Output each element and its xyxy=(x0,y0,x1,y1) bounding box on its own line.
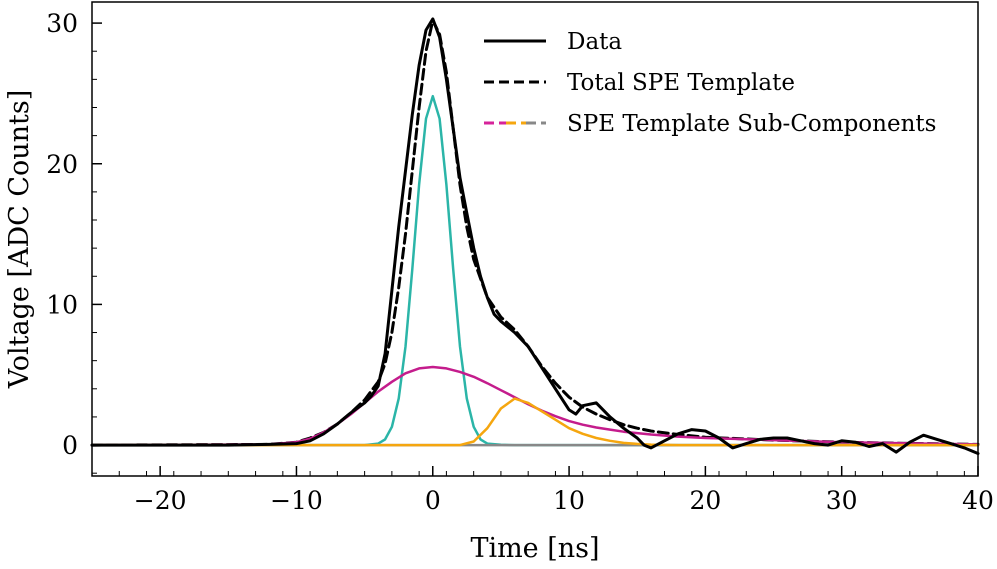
y-axis-label: Voltage [ADC Counts] xyxy=(4,90,35,390)
x-tick-label: −10 xyxy=(270,486,323,515)
ticks-layer: −20 −10 0 10 20 30 40 0 10 20 30 xyxy=(46,9,994,515)
legend: Data Total SPE Template SPE Template Sub… xyxy=(484,29,936,137)
series-total-spe-template xyxy=(90,18,980,447)
plot-frame xyxy=(91,1,979,477)
legend-label-data: Data xyxy=(567,29,622,55)
x-tick-label: 20 xyxy=(689,486,721,515)
y-tick-label: 10 xyxy=(46,290,78,319)
series-sub-component-3 xyxy=(90,397,980,447)
x-tick-label: 40 xyxy=(962,486,994,515)
series-layer xyxy=(90,17,980,455)
legend-label-total-template: Total SPE Template xyxy=(567,70,795,96)
x-axis-label: Time [ns] xyxy=(470,533,599,564)
x-tick-label: 30 xyxy=(826,486,858,515)
legend-label-subcomponents: SPE Template Sub-Components xyxy=(567,111,936,137)
x-tick-label: 0 xyxy=(425,486,441,515)
y-tick-label: 0 xyxy=(62,431,78,460)
x-tick-label: 10 xyxy=(553,486,585,515)
y-tick-label: 30 xyxy=(46,9,78,38)
series-data xyxy=(90,17,980,455)
x-tick-label: −20 xyxy=(134,486,187,515)
y-tick-label: 20 xyxy=(46,150,78,179)
